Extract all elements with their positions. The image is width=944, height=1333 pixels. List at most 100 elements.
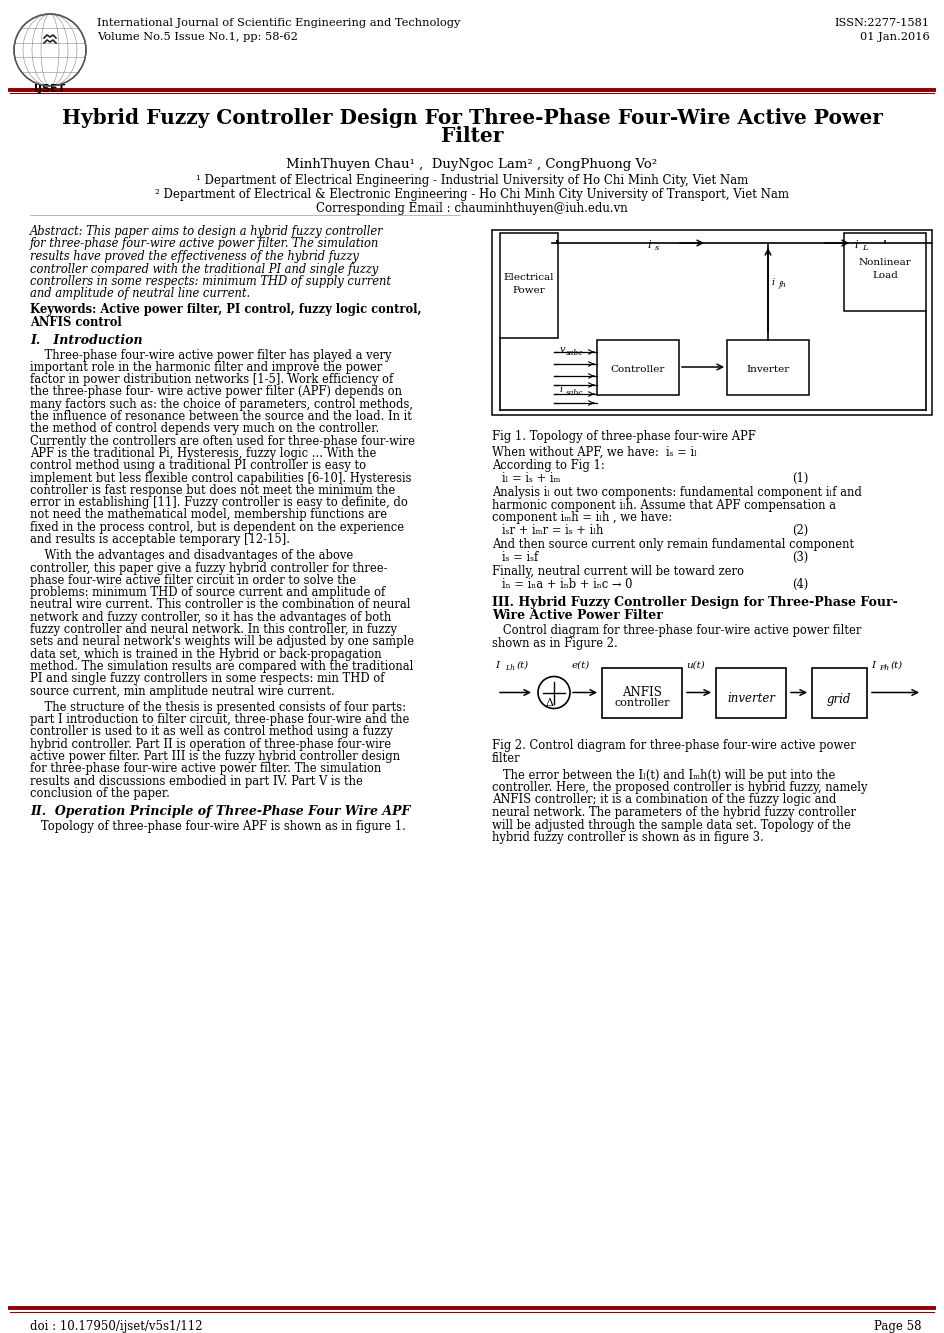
Text: ISSN:2277-1581: ISSN:2277-1581 [834, 19, 930, 28]
Text: implement but less flexible control capabilities [6-10]. Hysteresis: implement but less flexible control capa… [30, 472, 412, 484]
Text: Currently the controllers are often used for three-phase four-wire: Currently the controllers are often used… [30, 435, 415, 448]
Text: ² Department of Electrical & Electronic Engineering - Ho Chi Minh City Universit: ² Department of Electrical & Electronic … [155, 188, 789, 201]
Text: Finally, neutral current will be toward zero: Finally, neutral current will be toward … [492, 565, 744, 579]
Text: controller. Here, the proposed controller is hybrid fuzzy, namely: controller. Here, the proposed controlle… [492, 781, 868, 794]
Text: s: s [655, 244, 659, 252]
Text: controller is fast response but does not meet the minimum the: controller is fast response but does not… [30, 484, 396, 497]
Text: doi : 10.17950/ijset/v5s1/112: doi : 10.17950/ijset/v5s1/112 [30, 1320, 203, 1333]
Text: controller is used to it as well as control method using a fuzzy: controller is used to it as well as cont… [30, 725, 393, 738]
Text: (2): (2) [792, 524, 808, 537]
Text: control method using a traditional PI controller is easy to: control method using a traditional PI co… [30, 459, 366, 472]
Text: conclusion of the paper.: conclusion of the paper. [30, 786, 170, 800]
Bar [500, 233, 558, 339]
Text: will be adjusted through the sample data set. Topology of the: will be adjusted through the sample data… [492, 818, 851, 832]
Text: neural network. The parameters of the hybrid fuzzy controller: neural network. The parameters of the hy… [492, 806, 856, 818]
Text: sabc: sabc [566, 349, 583, 357]
Text: neutral wire current. This controller is the combination of neural: neutral wire current. This controller is… [30, 599, 411, 612]
Text: Three-phase four-wire active power filter has played a very: Three-phase four-wire active power filte… [30, 348, 392, 361]
Text: active power filter. Part III is the fuzzy hybrid controller design: active power filter. Part III is the fuz… [30, 750, 400, 762]
Text: Control diagram for three-phase four-wire active power filter: Control diagram for three-phase four-wir… [492, 624, 861, 637]
Bar [492, 231, 932, 415]
Text: Lh: Lh [505, 664, 515, 673]
Text: data set, which is trained in the Hybrid or back-propagation: data set, which is trained in the Hybrid… [30, 648, 381, 661]
Text: for three-phase four-wire active power filter. The simulation: for three-phase four-wire active power f… [30, 237, 379, 251]
Text: the influence of resonance between the source and the load. In it: the influence of resonance between the s… [30, 411, 412, 423]
Text: iₛr + iₘr = iₛ + iₗh: iₛr + iₘr = iₛ + iₗh [502, 524, 603, 537]
Text: Page 58: Page 58 [874, 1320, 922, 1333]
Text: According to Fig 1:: According to Fig 1: [492, 459, 605, 472]
Bar [812, 668, 867, 717]
Text: International Journal of Scientific Engineering and Technology: International Journal of Scientific Engi… [97, 19, 461, 28]
Text: e(t): e(t) [572, 660, 590, 669]
Text: phase four-wire active filter circuit in order to solve the: phase four-wire active filter circuit in… [30, 575, 356, 587]
Text: harmonic component iₗh. Assume that APF compensation a: harmonic component iₗh. Assume that APF … [492, 499, 836, 512]
Text: v: v [560, 345, 565, 355]
Text: II.  Operation Principle of Three-Phase Four Wire APF: II. Operation Principle of Three-Phase F… [30, 805, 411, 818]
Text: not need the mathematical model, membership functions are: not need the mathematical model, members… [30, 508, 387, 521]
Text: hybrid controller. Part II is operation of three-phase four-wire: hybrid controller. Part II is operation … [30, 737, 391, 750]
Text: Electrical: Electrical [504, 273, 554, 283]
Text: method. The simulation results are compared with the traditional: method. The simulation results are compa… [30, 660, 413, 673]
Text: controllers in some respects: minimum THD of supply current: controllers in some respects: minimum TH… [30, 275, 391, 288]
Text: Keywords: Active power filter, PI control, fuzzy logic control,: Keywords: Active power filter, PI contro… [30, 303, 422, 316]
Text: for three-phase four-wire active power filter. The simulation: for three-phase four-wire active power f… [30, 762, 381, 776]
Text: And then source current only remain fundamental component: And then source current only remain fund… [492, 539, 854, 551]
Text: problems: minimum THD of source current and amplitude of: problems: minimum THD of source current … [30, 587, 385, 600]
Text: Wire Active Power Filter: Wire Active Power Filter [492, 609, 663, 623]
Text: component iₘh = iₗh , we have:: component iₘh = iₗh , we have: [492, 511, 672, 524]
Bar [602, 668, 682, 717]
Bar [716, 668, 786, 717]
Text: fuzzy controller and neural network. In this controller, in fuzzy: fuzzy controller and neural network. In … [30, 623, 397, 636]
Text: controller: controller [615, 698, 669, 709]
Text: Corresponding Email : chauminhthuyen@iuh.edu.vn: Corresponding Email : chauminhthuyen@iuh… [316, 203, 628, 215]
Text: Abstract: This paper aims to design a hybrid fuzzy controller: Abstract: This paper aims to design a hy… [30, 225, 383, 239]
Text: iₙ = iₙa + iₙb + iₙc → 0: iₙ = iₙa + iₙb + iₙc → 0 [502, 579, 632, 591]
Text: the method of control depends very much on the controller.: the method of control depends very much … [30, 423, 379, 436]
Text: Fig 2. Control diagram for three-phase four-wire active power: Fig 2. Control diagram for three-phase f… [492, 738, 856, 752]
Text: Fig 1. Topology of three-phase four-wire APF: Fig 1. Topology of three-phase four-wire… [492, 431, 756, 443]
Text: PI and single fuzzy controllers in some respects: min THD of: PI and single fuzzy controllers in some … [30, 672, 384, 685]
Text: source current, min amplitude neutral wire current.: source current, min amplitude neutral wi… [30, 685, 335, 697]
Text: inverter: inverter [727, 693, 775, 705]
Text: Nonlinear: Nonlinear [859, 259, 911, 267]
Text: factor in power distribution networks [1-5]. Work efficiency of: factor in power distribution networks [1… [30, 373, 394, 387]
Bar [844, 233, 926, 311]
Bar [727, 340, 809, 395]
Text: u(t): u(t) [686, 660, 705, 669]
Text: iₛ = iₛf: iₛ = iₛf [502, 551, 538, 564]
Text: hybrid fuzzy controller is shown as in figure 3.: hybrid fuzzy controller is shown as in f… [492, 830, 764, 844]
Text: ANFIS controller; it is a combination of the fuzzy logic and: ANFIS controller; it is a combination of… [492, 793, 836, 806]
Text: filter: filter [492, 752, 521, 765]
Text: Topology of three-phase four-wire APF is shown as in figure 1.: Topology of three-phase four-wire APF is… [30, 820, 406, 833]
Text: error in establishing [11]. Fuzzy controller is easy to definite, do: error in establishing [11]. Fuzzy contro… [30, 496, 408, 509]
Text: (1): (1) [792, 472, 808, 485]
Text: Controller: Controller [611, 365, 666, 375]
Text: (t): (t) [891, 660, 903, 669]
Text: i: i [771, 279, 774, 287]
Text: fixed in the process control, but is dependent on the experience: fixed in the process control, but is dep… [30, 521, 404, 533]
Text: results and discussions embodied in part IV. Part V is the: results and discussions embodied in part… [30, 774, 362, 788]
Text: i: i [560, 385, 564, 395]
Text: controller compared with the traditional PI and single fuzzy: controller compared with the traditional… [30, 263, 379, 276]
Text: Volume No.5 Issue No.1, pp: 58-62: Volume No.5 Issue No.1, pp: 58-62 [97, 32, 298, 43]
Text: MinhThuyen Chau¹ ,  DuyNgoc Lam² , CongPhuong Vo²: MinhThuyen Chau¹ , DuyNgoc Lam² , CongPh… [286, 159, 658, 171]
Text: shown as in Figure 2.: shown as in Figure 2. [492, 636, 617, 649]
Text: Power: Power [513, 287, 546, 295]
Text: III. Hybrid Fuzzy Controller Design for Three-Phase Four-: III. Hybrid Fuzzy Controller Design for … [492, 596, 898, 609]
Text: I: I [871, 660, 875, 669]
Text: Filter: Filter [441, 127, 503, 147]
Text: Fh: Fh [879, 664, 889, 673]
Text: important role in the harmonic filter and improve the power: important role in the harmonic filter an… [30, 361, 382, 373]
Text: Load: Load [872, 271, 898, 280]
Text: i: i [647, 240, 650, 251]
Text: sets and neural network's weights will be adjusted by one sample: sets and neural network's weights will b… [30, 636, 414, 648]
Text: Hybrid Fuzzy Controller Design For Three-Phase Four-Wire Active Power: Hybrid Fuzzy Controller Design For Three… [61, 108, 883, 128]
Text: the three-phase four- wire active power filter (APF) depends on: the three-phase four- wire active power … [30, 385, 402, 399]
Bar [597, 340, 679, 395]
Text: part I introduction to filter circuit, three-phase four-wire and the: part I introduction to filter circuit, t… [30, 713, 410, 726]
Text: fh: fh [778, 281, 785, 289]
Text: Δ: Δ [546, 697, 554, 708]
Text: With the advantages and disadvantages of the above: With the advantages and disadvantages of… [30, 549, 353, 563]
Text: I: I [495, 660, 499, 669]
Text: results have proved the effectiveness of the hybrid fuzzy: results have proved the effectiveness of… [30, 251, 359, 263]
